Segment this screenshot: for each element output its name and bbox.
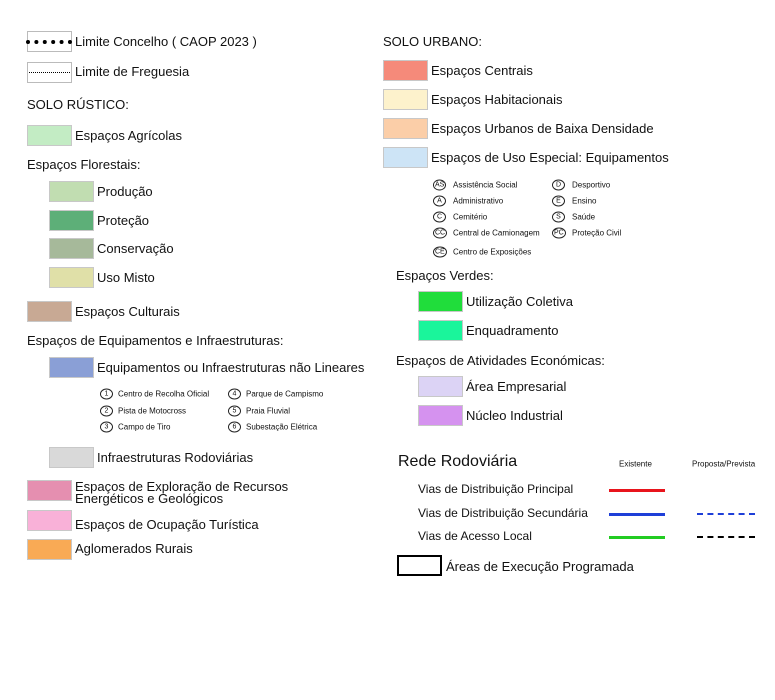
label: Aglomerados Rurais	[75, 541, 193, 556]
code-label: Praia Fluvial	[246, 406, 291, 415]
section-title: Espaços Florestais:	[27, 157, 141, 172]
code-label: Ensino	[572, 196, 597, 206]
limit-swatch	[26, 31, 72, 52]
swatch	[383, 89, 428, 110]
swatch	[49, 447, 94, 468]
code-icon: E	[552, 195, 565, 207]
limit-label: Limite Concelho ( CAOP 2023 )	[75, 34, 257, 49]
code-label: Cemitério	[453, 212, 488, 222]
code-label: Campo de Tiro	[118, 422, 171, 432]
label: Energéticos e Geológicos	[75, 491, 224, 506]
swatch	[418, 291, 463, 312]
swatch	[383, 118, 428, 139]
label: Núcleo Industrial	[466, 408, 563, 423]
code-label: Centro de Exposições	[453, 247, 532, 257]
road-label: Vias de Distribuição Secundária	[418, 506, 588, 520]
swatch	[49, 210, 94, 231]
code-label: Proteção Civil	[572, 228, 622, 238]
section-title: SOLO URBANO:	[383, 34, 482, 49]
label: Espaços de Uso Especial: Equipamentos	[431, 150, 669, 165]
swatch	[418, 405, 463, 426]
label: Infraestruturas Rodoviárias	[97, 450, 254, 465]
swatch	[49, 267, 94, 288]
limit-swatch	[27, 62, 72, 83]
code-label: Pista de Motocross	[118, 406, 187, 415]
label: Espaços Agrícolas	[75, 128, 182, 143]
swatch	[27, 125, 72, 146]
label: Área Empresarial	[466, 379, 567, 394]
swatch	[383, 60, 428, 81]
code-label: Desportivo	[572, 180, 611, 190]
swatch	[27, 480, 72, 501]
swatch	[27, 539, 72, 560]
label: Espaços Culturais	[75, 304, 180, 319]
code-icon: 1	[100, 388, 113, 400]
road-line	[609, 536, 665, 539]
road-label: Vias de Distribuição Principal	[418, 482, 574, 496]
swatch	[49, 238, 94, 259]
label: Espaços de Exploração de Recursos	[75, 479, 289, 494]
section-title: Espaços de Equipamentos e Infraestrutura…	[27, 333, 284, 348]
road-line	[609, 489, 665, 492]
swatch	[27, 301, 72, 322]
code-icon: 5	[228, 405, 241, 416]
swatch	[27, 510, 72, 531]
road-line	[697, 513, 755, 515]
label: Espaços Urbanos de Baixa Densidade	[431, 121, 654, 136]
swatch	[383, 147, 428, 168]
column-header: Proposta/Prevista	[692, 459, 756, 469]
label: Áreas de Execução Programada	[446, 559, 634, 574]
code-label: Centro de Recolha Oficial	[118, 389, 210, 399]
label: Espaços de Ocupação Turística	[75, 517, 259, 532]
label: Conservação	[97, 241, 174, 256]
roads-title: Rede Rodoviária	[398, 453, 518, 470]
column-header: Existente	[619, 459, 652, 469]
code-label: Assistência Social	[453, 180, 518, 190]
label: Produção	[97, 184, 153, 199]
code-label: Parque de Campismo	[246, 389, 324, 399]
label: Proteção	[97, 213, 150, 228]
section-title: Espaços Verdes:	[396, 268, 494, 283]
code-icon: PC	[552, 227, 566, 239]
code-label: Subestação Elétrica	[246, 422, 318, 432]
label: Enquadramento	[466, 323, 559, 338]
code-icon: 3	[100, 421, 113, 433]
code-icon: D	[552, 179, 565, 191]
code-label: Administrativo	[453, 196, 504, 206]
section-title: Espaços de Atividades Económicas:	[396, 353, 605, 368]
swatch	[397, 555, 442, 576]
code-icon: AS	[433, 179, 447, 191]
road-line	[697, 536, 755, 538]
code-icon: 4	[228, 388, 241, 400]
swatch	[49, 357, 94, 378]
swatch	[49, 181, 94, 202]
code-icon: 2	[100, 405, 113, 416]
label: Uso Misto	[97, 270, 155, 285]
road-label: Vias de Acesso Local	[418, 529, 532, 543]
code-icon: S	[552, 211, 565, 223]
section-title: SOLO RÚSTICO:	[27, 97, 129, 112]
label: Espaços Habitacionais	[431, 92, 563, 107]
code-icon: A	[433, 195, 446, 207]
label: Espaços Centrais	[431, 63, 533, 78]
code-icon: CC	[433, 227, 448, 239]
code-icon: 6	[228, 421, 241, 433]
code-icon: C	[433, 211, 446, 223]
code-label: Central de Camionagem	[453, 228, 540, 238]
limit-label: Limite de Freguesia	[75, 64, 190, 79]
swatch	[418, 376, 463, 397]
code-icon: CE	[433, 246, 447, 258]
swatch	[418, 320, 463, 341]
road-line	[609, 513, 665, 516]
label: Utilização Coletiva	[466, 294, 573, 309]
code-label: Saúde	[572, 212, 596, 222]
label: Equipamentos ou Infraestruturas não Line…	[97, 360, 365, 375]
